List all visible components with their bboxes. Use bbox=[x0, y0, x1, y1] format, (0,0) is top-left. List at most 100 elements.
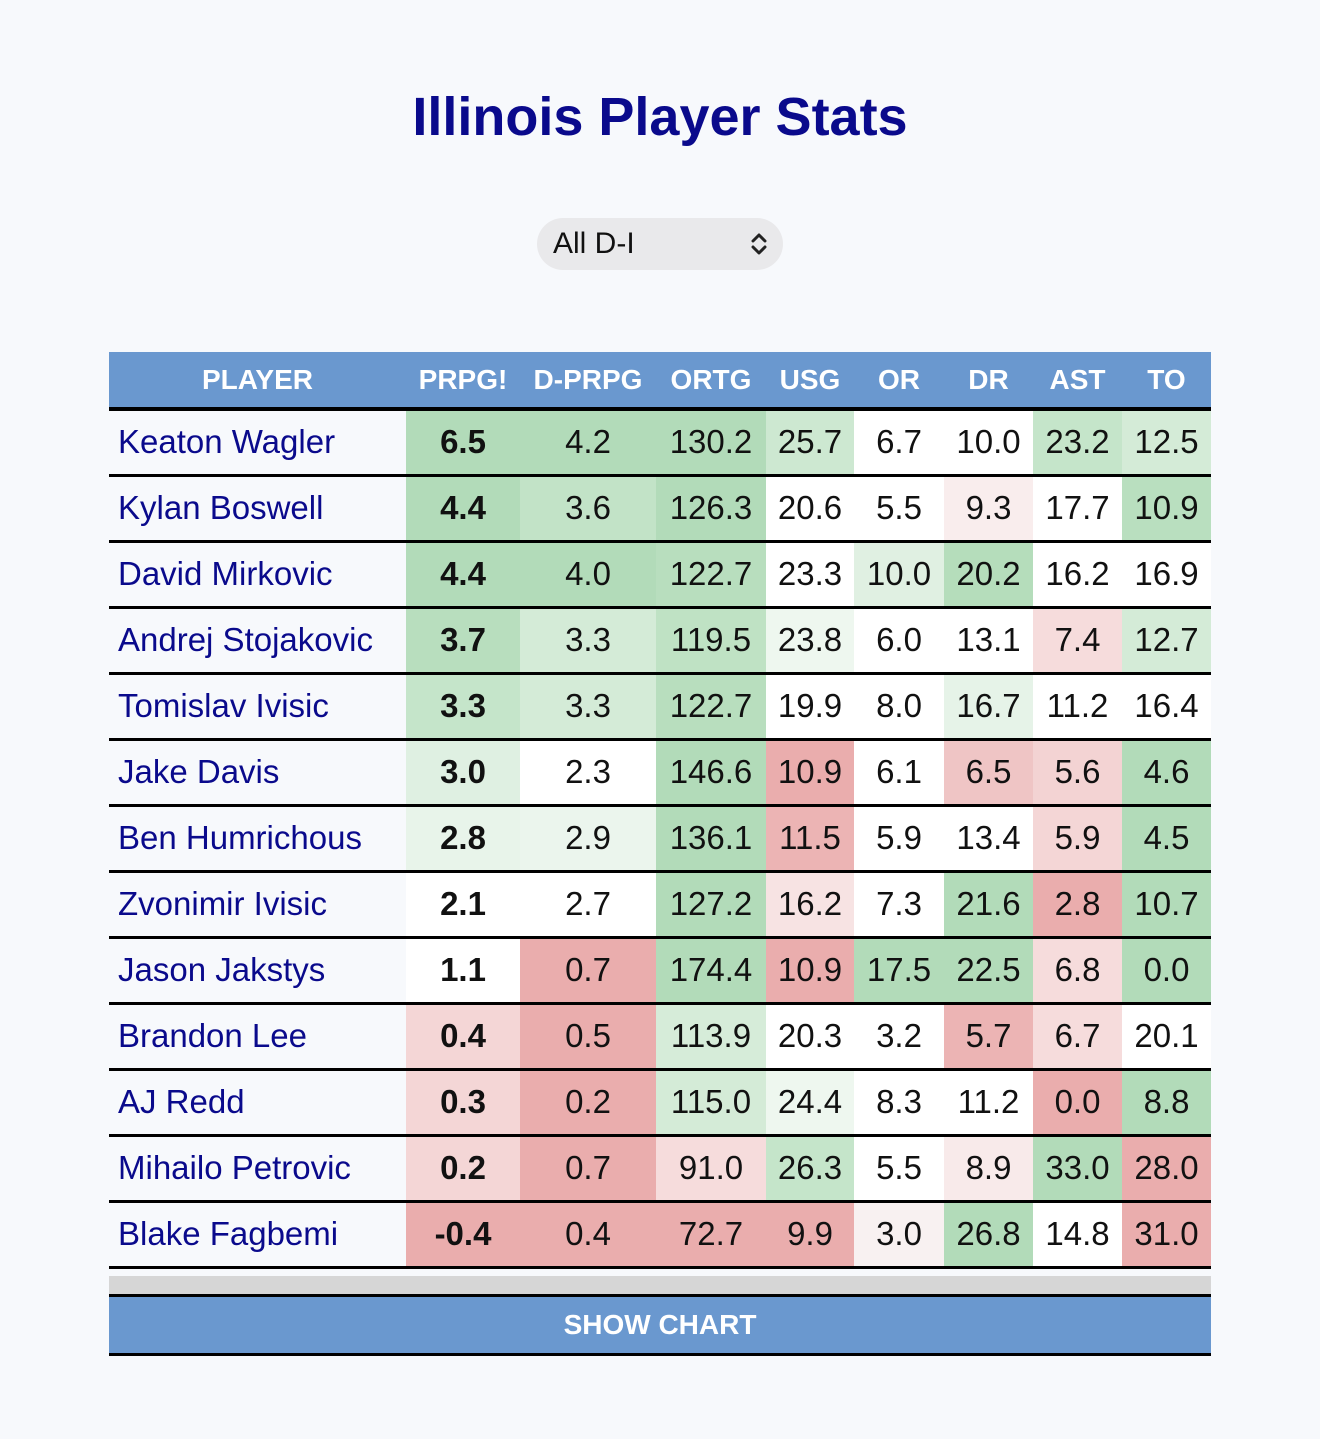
stat-cell-ortg: 127.2 bbox=[656, 871, 766, 939]
stat-cell-ortg: 174.4 bbox=[656, 937, 766, 1005]
player-name-link[interactable]: Andrej Stojakovic bbox=[109, 607, 406, 675]
stat-cell-usg: 11.5 bbox=[766, 805, 854, 873]
stat-cell-ast: 16.2 bbox=[1033, 541, 1122, 609]
stat-cell-dr: 10.0 bbox=[944, 409, 1033, 477]
conference-filter-select[interactable]: All D-I bbox=[537, 218, 783, 270]
stat-cell-prpg: 6.5 bbox=[406, 409, 520, 477]
stat-cell-to: 31.0 bbox=[1122, 1201, 1211, 1269]
stat-cell-dprpg: 0.5 bbox=[520, 1003, 656, 1071]
column-header-ast[interactable]: AST bbox=[1033, 352, 1122, 411]
player-name-link[interactable]: Jason Jakstys bbox=[109, 937, 406, 1005]
stat-cell-dr: 8.9 bbox=[944, 1135, 1033, 1203]
column-header-player[interactable]: PLAYER bbox=[109, 352, 406, 411]
table-row: Zvonimir Ivisic 2.1 2.7 127.2 16.2 7.3 21.6 2.8… bbox=[109, 871, 1211, 939]
player-name-link[interactable]: Brandon Lee bbox=[109, 1003, 406, 1071]
stat-cell-dprpg: 0.7 bbox=[520, 1135, 656, 1203]
stat-cell-ast: 33.0 bbox=[1033, 1135, 1122, 1203]
player-name-link[interactable]: Ben Humrichous bbox=[109, 805, 406, 873]
stat-cell-usg: 20.6 bbox=[766, 475, 854, 543]
player-name-link[interactable]: Mihailo Petrovic bbox=[109, 1135, 406, 1203]
stat-cell-ortg: 146.6 bbox=[656, 739, 766, 807]
stat-cell-ast: 6.7 bbox=[1033, 1003, 1122, 1071]
stat-cell-dr: 6.5 bbox=[944, 739, 1033, 807]
stat-cell-ortg: 122.7 bbox=[656, 541, 766, 609]
player-name-link[interactable]: David Mirkovic bbox=[109, 541, 406, 609]
show-chart-button[interactable]: SHOW CHART bbox=[109, 1294, 1211, 1356]
stat-cell-ortg: 119.5 bbox=[656, 607, 766, 675]
table-row: Andrej Stojakovic 3.7 3.3 119.5 23.8 6.0 13.1 7… bbox=[109, 607, 1211, 675]
table-row: Blake Fagbemi -0.4 0.4 72.7 9.9 3.0 26.8 14.8 31… bbox=[109, 1201, 1211, 1269]
player-name-link[interactable]: Kylan Boswell bbox=[109, 475, 406, 543]
stat-cell-prpg: 2.8 bbox=[406, 805, 520, 873]
stat-cell-ast: 7.4 bbox=[1033, 607, 1122, 675]
stat-cell-usg: 20.3 bbox=[766, 1003, 854, 1071]
stat-cell-prpg: 0.4 bbox=[406, 1003, 520, 1071]
stat-cell-prpg: -0.4 bbox=[406, 1201, 520, 1269]
stat-cell-prpg: 3.7 bbox=[406, 607, 520, 675]
player-name-link[interactable]: Zvonimir Ivisic bbox=[109, 871, 406, 939]
player-name-link[interactable]: Keaton Wagler bbox=[109, 409, 406, 477]
table-row: David Mirkovic 4.4 4.0 122.7 23.3 10.0 20.2 16.… bbox=[109, 541, 1211, 609]
chevron-up-down-icon bbox=[751, 233, 767, 255]
stat-cell-dr: 20.2 bbox=[944, 541, 1033, 609]
stat-cell-or: 6.0 bbox=[854, 607, 944, 675]
stat-cell-dprpg: 0.7 bbox=[520, 937, 656, 1005]
stat-cell-ast: 23.2 bbox=[1033, 409, 1122, 477]
stat-cell-prpg: 3.0 bbox=[406, 739, 520, 807]
stat-cell-to: 28.0 bbox=[1122, 1135, 1211, 1203]
table-row: Jason Jakstys 1.1 0.7 174.4 10.9 17.5 22.5 6.8 0… bbox=[109, 937, 1211, 1005]
table-scrollbar[interactable] bbox=[109, 1276, 1211, 1294]
stat-cell-dprpg: 3.3 bbox=[520, 673, 656, 741]
table-row: Kylan Boswell 4.4 3.6 126.3 20.6 5.5 9.3 17.7 10… bbox=[109, 475, 1211, 543]
stat-cell-dr: 21.6 bbox=[944, 871, 1033, 939]
stat-cell-or: 5.5 bbox=[854, 475, 944, 543]
stat-cell-dprpg: 0.2 bbox=[520, 1069, 656, 1137]
table-row: Brandon Lee 0.4 0.5 113.9 20.3 3.2 5.7 6.7 20.1 bbox=[109, 1003, 1211, 1071]
player-name-link[interactable]: Jake Davis bbox=[109, 739, 406, 807]
player-stats-table: PLAYER PRPG! D-PRPG ORTG USG OR DR AST TO Keaton… bbox=[109, 352, 1211, 1269]
column-header-usg[interactable]: USG bbox=[766, 352, 854, 411]
column-header-prpg[interactable]: PRPG! bbox=[406, 352, 520, 411]
stat-cell-ast: 17.7 bbox=[1033, 475, 1122, 543]
stat-cell-ortg: 122.7 bbox=[656, 673, 766, 741]
column-header-ortg[interactable]: ORTG bbox=[656, 352, 766, 411]
stat-cell-or: 10.0 bbox=[854, 541, 944, 609]
stat-cell-or: 7.3 bbox=[854, 871, 944, 939]
stat-cell-dprpg: 2.3 bbox=[520, 739, 656, 807]
stat-cell-prpg: 4.4 bbox=[406, 541, 520, 609]
stat-cell-to: 20.1 bbox=[1122, 1003, 1211, 1071]
stat-cell-to: 8.8 bbox=[1122, 1069, 1211, 1137]
stat-cell-or: 8.3 bbox=[854, 1069, 944, 1137]
stat-cell-usg: 25.7 bbox=[766, 409, 854, 477]
column-header-or[interactable]: OR bbox=[854, 352, 944, 411]
stat-cell-ast: 14.8 bbox=[1033, 1201, 1122, 1269]
stat-cell-to: 0.0 bbox=[1122, 937, 1211, 1005]
stat-cell-usg: 10.9 bbox=[766, 937, 854, 1005]
player-name-link[interactable]: AJ Redd bbox=[109, 1069, 406, 1137]
column-header-dr[interactable]: DR bbox=[944, 352, 1033, 411]
player-name-link[interactable]: Blake Fagbemi bbox=[109, 1201, 406, 1269]
player-name-link[interactable]: Tomislav Ivisic bbox=[109, 673, 406, 741]
stat-cell-ast: 2.8 bbox=[1033, 871, 1122, 939]
stat-cell-or: 6.1 bbox=[854, 739, 944, 807]
stat-cell-ortg: 72.7 bbox=[656, 1201, 766, 1269]
stat-cell-to: 12.5 bbox=[1122, 409, 1211, 477]
stat-cell-to: 4.6 bbox=[1122, 739, 1211, 807]
stat-cell-ortg: 126.3 bbox=[656, 475, 766, 543]
stat-cell-usg: 24.4 bbox=[766, 1069, 854, 1137]
page-title: Illinois Player Stats bbox=[412, 87, 908, 147]
column-header-to[interactable]: TO bbox=[1122, 352, 1211, 411]
column-header-dprpg[interactable]: D-PRPG bbox=[520, 352, 656, 411]
stat-cell-dprpg: 0.4 bbox=[520, 1201, 656, 1269]
stat-cell-prpg: 3.3 bbox=[406, 673, 520, 741]
stat-cell-usg: 10.9 bbox=[766, 739, 854, 807]
stat-cell-to: 16.9 bbox=[1122, 541, 1211, 609]
stat-cell-to: 4.5 bbox=[1122, 805, 1211, 873]
stat-cell-to: 10.9 bbox=[1122, 475, 1211, 543]
stat-cell-ortg: 130.2 bbox=[656, 409, 766, 477]
stat-cell-ast: 6.8 bbox=[1033, 937, 1122, 1005]
stat-cell-dr: 9.3 bbox=[944, 475, 1033, 543]
stat-cell-or: 5.5 bbox=[854, 1135, 944, 1203]
table-row: Tomislav Ivisic 3.3 3.3 122.7 19.9 8.0 16.7 11.… bbox=[109, 673, 1211, 741]
stat-cell-prpg: 2.1 bbox=[406, 871, 520, 939]
